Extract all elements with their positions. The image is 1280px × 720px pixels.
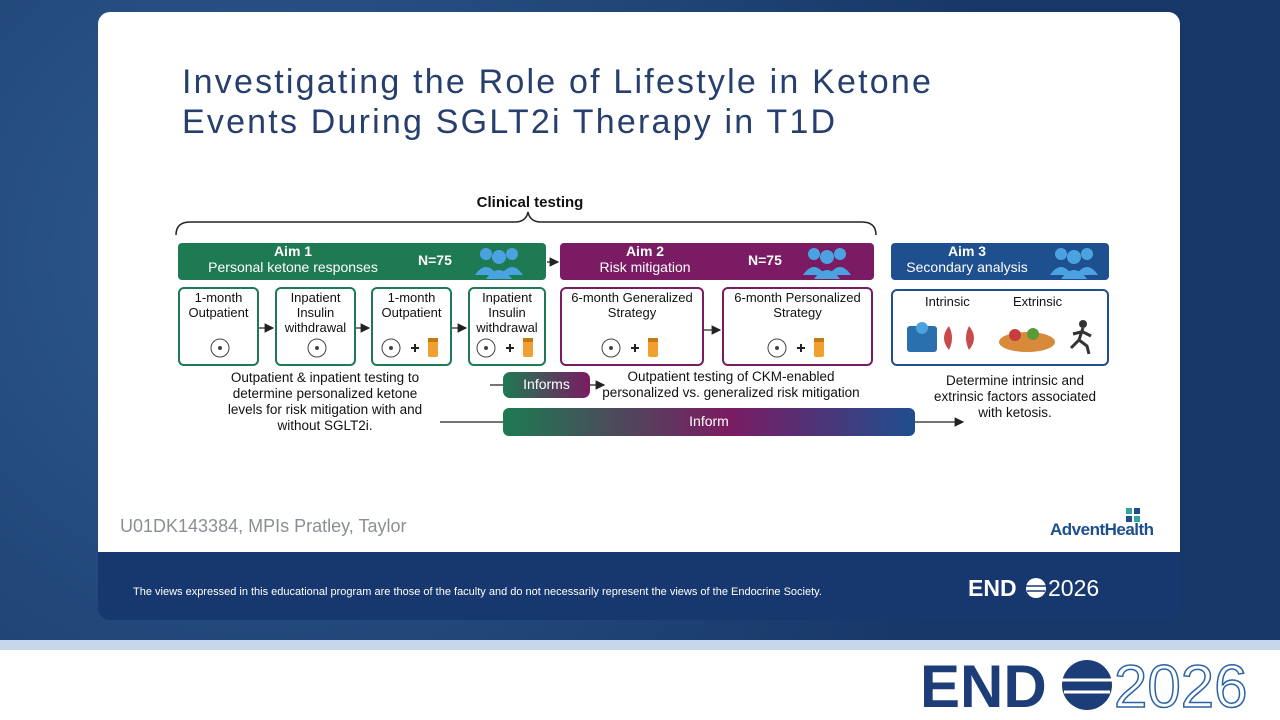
step-line: Inpatient [290, 290, 341, 305]
step-icon [475, 337, 545, 359]
step-line: Strategy [773, 305, 822, 320]
description-line: Outpatient testing of CKM-enabled [627, 369, 835, 384]
step-box: 1-month Outpatient [178, 287, 259, 366]
step-text: 1-month Outpatient [180, 290, 257, 320]
factor-label: Extrinsic [1013, 294, 1063, 309]
description-line: Outpatient & inpatient testing to [230, 370, 420, 385]
factor-box [891, 289, 1109, 366]
people-icon [1047, 245, 1101, 279]
slide-title: Investigating the Role of Lifestyle in K… [182, 62, 933, 142]
aim-subtitle: Personal ketone responses [208, 259, 378, 275]
step-line: withdrawal [476, 320, 538, 335]
step-line: Strategy [607, 305, 657, 320]
brand-logo: AdventHealth [1050, 520, 1154, 539]
step-icon [380, 337, 450, 359]
title-line: Investigating the Role of Lifestyle in K… [182, 63, 934, 101]
step-icon [600, 337, 670, 359]
factor-label: Intrinsic [925, 294, 970, 309]
description-line: Determine intrinsic and [945, 373, 1085, 388]
description-line: extrinsic factors associated [933, 389, 1097, 404]
step-text: 6-month Personalized Strategy [724, 290, 871, 320]
step-text: 1-month Outpatient [373, 290, 450, 320]
step-line: withdrawal [284, 320, 347, 335]
aim-subtitle: Risk mitigation [599, 259, 691, 275]
factor-icons [905, 320, 1095, 356]
aim-description: Outpatient & inpatient testing to determi… [195, 370, 455, 434]
grant-text: U01DK143384, MPIs Pratley, Taylor [120, 516, 407, 536]
step-line: 1-month [194, 290, 243, 305]
aim-n: N=75 [418, 252, 452, 268]
step-icon [766, 337, 836, 359]
step-box: 6-month Generalized Strategy [560, 287, 704, 366]
people-icon [800, 245, 854, 279]
step-line: 6-month Personalized [734, 290, 861, 305]
step-box: 6-month Personalized Strategy [722, 287, 873, 366]
step-box: 1-month Outpatient [371, 287, 452, 366]
step-icon [209, 337, 279, 359]
step-box: Inpatient Insulin withdrawal [468, 287, 546, 366]
logo-small-year: 2026 [1048, 575, 1100, 601]
step-line: 6-month Generalized [571, 290, 693, 305]
description-line: levels for risk mitigation with and [227, 402, 423, 417]
description-line: without SGLT2i. [277, 418, 373, 433]
aim-description: Outpatient testing of CKM-enabled persona… [571, 369, 891, 401]
aim-n: N=75 [748, 252, 782, 268]
inform-label: Inform [689, 413, 729, 429]
description-line: personalized vs. generalized risk mitiga… [602, 385, 860, 400]
logo-large-name: END [920, 653, 1047, 720]
logo-large-year: 2026 [1113, 652, 1248, 720]
slide [98, 12, 1180, 552]
step-line: 1-month [387, 290, 436, 305]
disclaimer: The views expressed in this educational … [133, 586, 822, 598]
step-line: Insulin [488, 305, 526, 320]
people-icon [472, 245, 526, 279]
description-line: determine personalized ketone [232, 386, 418, 401]
description-line: with ketosis. [978, 405, 1052, 420]
step-line: Outpatient [381, 305, 442, 320]
informs-label: Informs [523, 376, 570, 392]
aim-label: Aim 2 [625, 243, 665, 259]
step-line: Outpatient [188, 305, 249, 320]
bracket-label: Clinical testing [476, 194, 584, 211]
step-line: Inpatient [482, 290, 532, 305]
step-text: Inpatient Insulin withdrawal [277, 290, 354, 335]
step-icon [306, 337, 376, 359]
logo-small-name: END [968, 575, 1017, 601]
step-text: Inpatient Insulin withdrawal [470, 290, 544, 335]
aim-label: Aim 3 [947, 243, 987, 259]
aim-label: Aim 1 [273, 243, 313, 259]
aim-description: Determine intrinsic and extrinsic factors… [895, 373, 1135, 421]
title-line: Events During SGLT2i Therapy in T1D [182, 103, 838, 141]
step-text: 6-month Generalized Strategy [562, 290, 702, 320]
step-line: Insulin [296, 305, 335, 320]
aim-subtitle: Secondary analysis [906, 259, 1028, 275]
step-box: Inpatient Insulin withdrawal [275, 287, 356, 366]
